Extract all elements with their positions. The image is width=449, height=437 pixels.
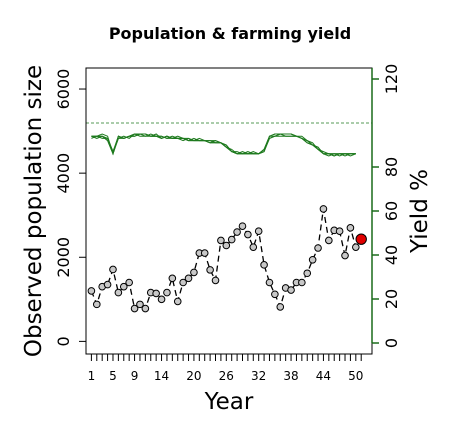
y-axis-left-label: Observed population size [21,65,47,357]
y-right-tick-label: 60 [382,201,401,221]
population-point [190,268,198,277]
x-tick-label: 38 [283,369,298,383]
plot-frame [85,67,373,355]
x-tick-label: 9 [131,369,139,383]
population-point [125,278,133,287]
population-point [287,286,295,294]
population-point [200,249,209,257]
population-point [314,244,322,252]
population-point [319,205,328,213]
population-point [222,241,231,250]
population-point [206,266,214,274]
population-point [119,282,128,291]
population-point [308,255,317,264]
population-point [254,227,263,235]
population-point [163,288,171,297]
population-point [217,236,225,245]
population-point [260,261,268,269]
population-point [173,297,182,306]
y-right-tick-label: 40 [382,245,401,265]
population-series-layer [87,205,367,313]
x-tick-label: 32 [251,369,266,383]
population-point [238,222,247,230]
population-point [233,228,241,236]
x-tick-label: 50 [348,369,363,383]
x-tick-label: 1 [88,369,96,383]
population-highlight-point [355,233,367,245]
yield-series-layer [91,133,356,157]
population-point [211,276,220,285]
chart-title: Population & farming yield [109,24,351,43]
population-point [303,269,312,278]
x-tick-label: 26 [219,369,234,383]
population-point [271,290,279,299]
population-point [136,300,144,309]
population-point [184,274,193,283]
y-left-tick-label: 0 [54,336,73,346]
population-point [168,274,177,283]
population-point [249,243,258,251]
y-right-tick-label: 20 [382,289,401,309]
y-axis-right-label: Yield % [407,169,433,254]
right-axis: 0 20 40 60 80 120 [371,64,401,348]
population-point [141,304,150,313]
population-point [103,280,112,289]
population-point [109,265,117,274]
y-right-tick-label: 0 [382,338,401,348]
y-left-tick-label: 2000 [54,237,73,278]
population-point [325,236,333,245]
x-tick-label: 20 [186,369,201,383]
population-point [265,278,274,287]
population-point [276,303,285,311]
population-point [130,304,139,313]
population-point [352,243,360,251]
y-right-tick-label: 80 [382,157,401,177]
x-axis-label: Year [204,389,254,415]
y-right-tick-label: 120 [382,64,401,95]
y-left-tick-label: 6000 [54,69,73,110]
population-point [227,235,236,244]
x-tick-label: 5 [109,369,117,383]
population-point [152,289,160,298]
population-point [87,287,96,295]
population-point [114,288,123,297]
population-point [346,224,355,232]
x-tick-label: 14 [154,369,169,383]
x-tick-label: 44 [316,369,331,383]
left-axis: 0 2000 4000 6000 [54,68,87,354]
population-point [341,251,349,260]
population-point [157,295,166,304]
yield-line-5 [91,133,356,157]
x-axis: 1 5 9 14 20 26 32 38 44 50 [88,354,363,383]
population-point [244,230,252,239]
population-point [335,227,344,235]
population-point [298,278,306,287]
y-left-tick-label: 4000 [54,153,73,194]
population-point [179,278,187,287]
population-point [92,300,101,309]
